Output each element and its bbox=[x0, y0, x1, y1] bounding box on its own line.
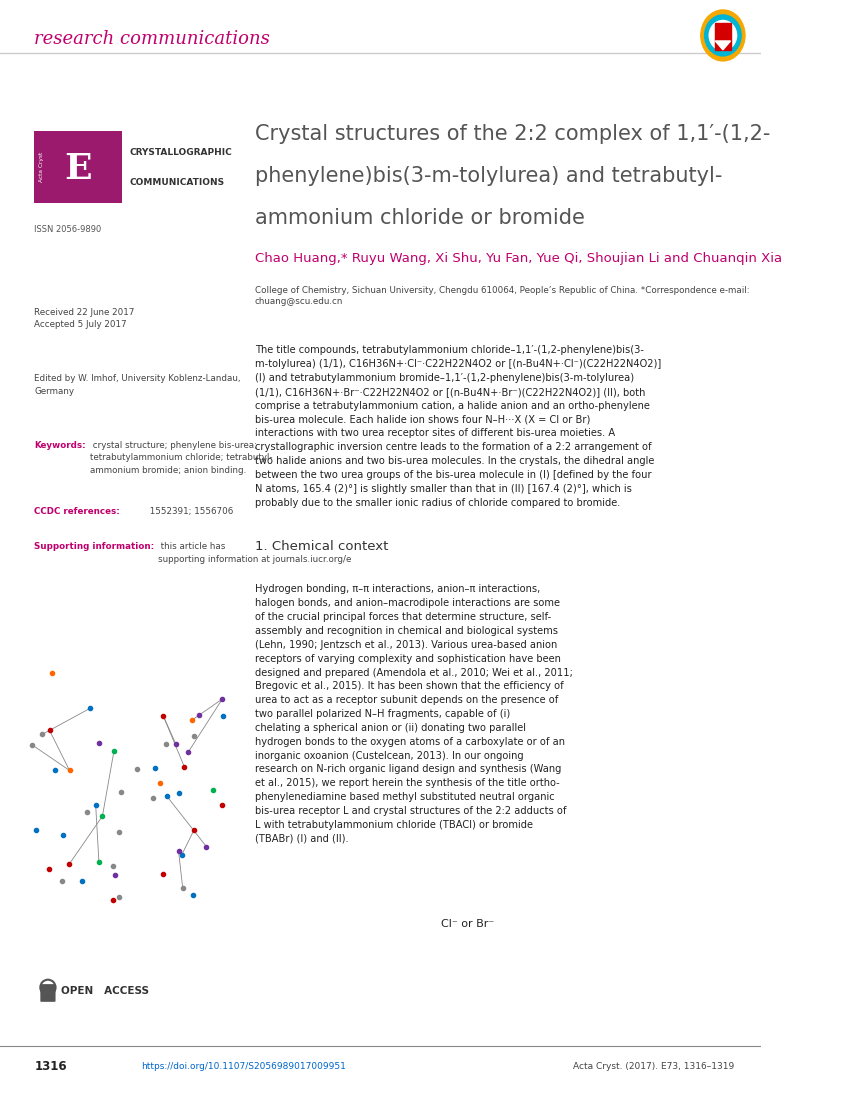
Text: Acta Cryst: Acta Cryst bbox=[39, 152, 44, 182]
Text: this article has
supporting information at journals.iucr.org/e: this article has supporting information … bbox=[157, 542, 351, 563]
Text: Chao Huang,* Ruyu Wang, Xi Shu, Yu Fan, Yue Qi, Shoujian Li and Chuanqin Xia: Chao Huang,* Ruyu Wang, Xi Shu, Yu Fan, … bbox=[255, 252, 782, 266]
Text: crystal structure; phenylene bis-urea;
tetrabutylammonium chloride; tetrabutyl-
: crystal structure; phenylene bis-urea; t… bbox=[90, 441, 272, 475]
Text: Crystal structures of the 2:2 complex of 1,1′-(1,2-: Crystal structures of the 2:2 complex of… bbox=[255, 124, 770, 144]
Text: 1316: 1316 bbox=[34, 1059, 67, 1073]
Text: The title compounds, tetrabutylammonium chloride–1,1′-(1,2-phenylene)bis(3-
m-to: The title compounds, tetrabutylammonium … bbox=[255, 345, 661, 508]
Text: phenylene)bis(3-m-tolylurea) and tetrabutyl-: phenylene)bis(3-m-tolylurea) and tetrabu… bbox=[255, 166, 722, 186]
Text: https://doi.org/10.1107/S2056989017009951: https://doi.org/10.1107/S205698901700995… bbox=[141, 1062, 346, 1070]
Text: 1. Chemical context: 1. Chemical context bbox=[255, 540, 388, 554]
Text: College of Chemistry, Sichuan University, Chengdu 610064, People’s Republic of C: College of Chemistry, Sichuan University… bbox=[255, 286, 750, 307]
Text: research communications: research communications bbox=[34, 30, 270, 48]
Text: Cl⁻ or Br⁻: Cl⁻ or Br⁻ bbox=[441, 919, 495, 929]
FancyBboxPatch shape bbox=[34, 131, 122, 203]
Text: Acta Cryst. (2017). E73, 1316–1319: Acta Cryst. (2017). E73, 1316–1319 bbox=[573, 1062, 734, 1070]
Ellipse shape bbox=[705, 15, 741, 55]
Text: E: E bbox=[65, 152, 92, 186]
Text: Supporting information:: Supporting information: bbox=[34, 542, 155, 551]
Text: CRYSTALLOGRAPHIC: CRYSTALLOGRAPHIC bbox=[129, 148, 232, 157]
Text: Edited by W. Imhof, University Koblenz-Landau,
Germany: Edited by W. Imhof, University Koblenz-L… bbox=[34, 374, 241, 395]
Text: Received 22 June 2017
Accepted 5 July 2017: Received 22 June 2017 Accepted 5 July 20… bbox=[34, 308, 134, 329]
Text: 1552391; 1556706: 1552391; 1556706 bbox=[147, 507, 233, 516]
Text: ammonium chloride or bromide: ammonium chloride or bromide bbox=[255, 208, 585, 228]
Text: ISSN 2056-9890: ISSN 2056-9890 bbox=[34, 225, 101, 234]
Ellipse shape bbox=[709, 20, 737, 51]
FancyBboxPatch shape bbox=[716, 23, 730, 50]
Text: COMMUNICATIONS: COMMUNICATIONS bbox=[129, 178, 224, 187]
Text: OPEN   ACCESS: OPEN ACCESS bbox=[61, 985, 149, 996]
Polygon shape bbox=[716, 41, 730, 50]
Text: Hydrogen bonding, π–π interactions, anion–π interactions,
halogen bonds, and ani: Hydrogen bonding, π–π interactions, anio… bbox=[255, 584, 573, 844]
FancyBboxPatch shape bbox=[40, 984, 55, 1002]
Text: Keywords:: Keywords: bbox=[34, 441, 86, 449]
Ellipse shape bbox=[701, 10, 745, 61]
Text: CCDC references:: CCDC references: bbox=[34, 507, 120, 516]
